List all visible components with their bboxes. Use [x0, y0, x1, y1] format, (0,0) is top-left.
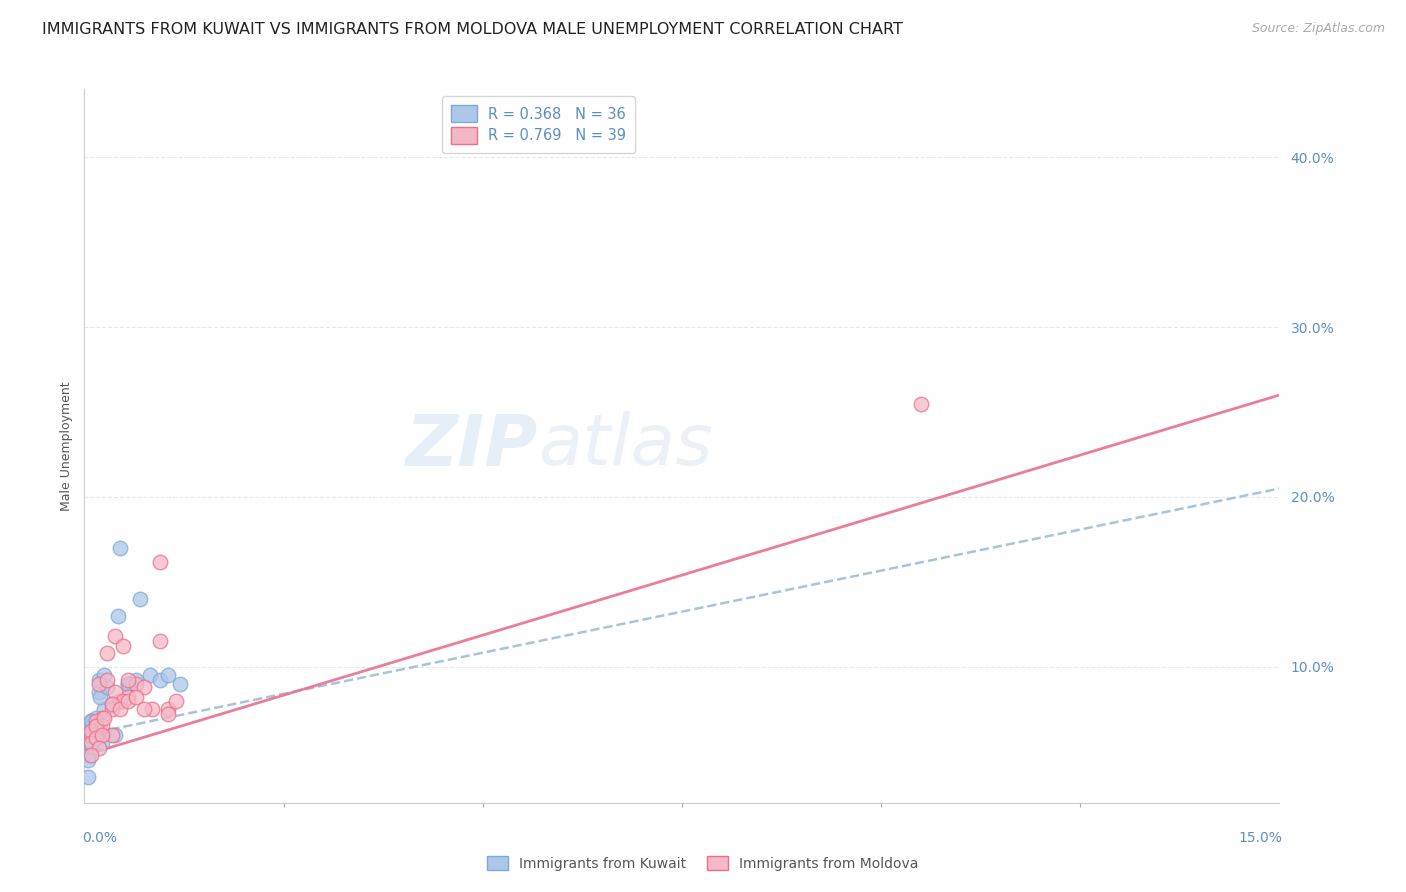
- Point: [110, 694, 132, 708]
- Point: [80, 714, 103, 729]
- Point: [80, 741, 103, 756]
- Point: [149, 634, 172, 648]
- Point: [90, 736, 112, 750]
- Point: [77, 753, 100, 767]
- Point: [117, 677, 139, 691]
- Point: [86, 728, 108, 742]
- Text: IMMIGRANTS FROM KUWAIT VS IMMIGRANTS FROM MOLDOVA MALE UNEMPLOYMENT CORRELATION : IMMIGRANTS FROM KUWAIT VS IMMIGRANTS FRO…: [42, 22, 903, 37]
- Point: [101, 702, 124, 716]
- Point: [107, 608, 129, 623]
- Point: [96, 680, 118, 694]
- Point: [87, 673, 110, 688]
- Point: [89, 690, 111, 705]
- Point: [90, 719, 112, 733]
- Point: [104, 629, 127, 643]
- Point: [93, 702, 115, 716]
- Point: [77, 770, 100, 784]
- Point: [86, 731, 108, 746]
- Point: [125, 677, 148, 691]
- Point: [104, 728, 127, 742]
- Point: [90, 728, 112, 742]
- Point: [86, 711, 108, 725]
- Point: [149, 673, 172, 688]
- Point: [910, 396, 932, 410]
- Point: [157, 668, 180, 682]
- Point: [125, 690, 148, 705]
- Point: [86, 731, 108, 746]
- Point: [93, 668, 115, 682]
- Point: [165, 694, 187, 708]
- Point: [129, 591, 152, 606]
- Point: [110, 702, 132, 716]
- Point: [138, 668, 160, 682]
- Y-axis label: Male Unemployment: Male Unemployment: [60, 381, 73, 511]
- Point: [111, 694, 134, 708]
- Point: [80, 736, 103, 750]
- Point: [80, 714, 103, 729]
- Point: [117, 694, 139, 708]
- Text: 15.0%: 15.0%: [1237, 831, 1282, 845]
- Text: atlas: atlas: [538, 411, 713, 481]
- Point: [87, 741, 110, 756]
- Point: [149, 555, 172, 569]
- Point: [96, 646, 118, 660]
- Point: [101, 698, 124, 712]
- Point: [132, 680, 156, 694]
- Point: [101, 728, 124, 742]
- Point: [80, 728, 103, 742]
- Point: [86, 719, 108, 733]
- Point: [111, 640, 134, 654]
- Point: [169, 677, 191, 691]
- Legend: R = 0.368   N = 36, R = 0.769   N = 39: R = 0.368 N = 36, R = 0.769 N = 39: [441, 96, 636, 153]
- Point: [82, 728, 104, 742]
- Point: [80, 748, 103, 763]
- Point: [96, 673, 118, 688]
- Point: [77, 748, 100, 763]
- Point: [90, 711, 112, 725]
- Point: [141, 702, 163, 716]
- Point: [157, 702, 180, 716]
- Point: [87, 685, 110, 699]
- Point: [104, 685, 127, 699]
- Point: [110, 541, 132, 555]
- Point: [101, 698, 124, 712]
- Point: [117, 677, 139, 691]
- Point: [117, 673, 139, 688]
- Point: [157, 707, 180, 722]
- Point: [80, 728, 103, 742]
- Point: [80, 719, 103, 733]
- Text: 0.0%: 0.0%: [82, 831, 117, 845]
- Point: [90, 724, 112, 739]
- Point: [82, 714, 104, 729]
- Point: [86, 714, 108, 729]
- Text: Source: ZipAtlas.com: Source: ZipAtlas.com: [1251, 22, 1385, 36]
- Point: [125, 673, 148, 688]
- Point: [117, 690, 139, 705]
- Point: [86, 731, 108, 746]
- Point: [80, 736, 103, 750]
- Point: [132, 702, 156, 716]
- Point: [93, 711, 115, 725]
- Point: [86, 719, 108, 733]
- Point: [87, 677, 110, 691]
- Point: [80, 724, 103, 739]
- Text: ZIP: ZIP: [406, 411, 538, 481]
- Legend: Immigrants from Kuwait, Immigrants from Moldova: Immigrants from Kuwait, Immigrants from …: [482, 850, 924, 876]
- Point: [82, 719, 104, 733]
